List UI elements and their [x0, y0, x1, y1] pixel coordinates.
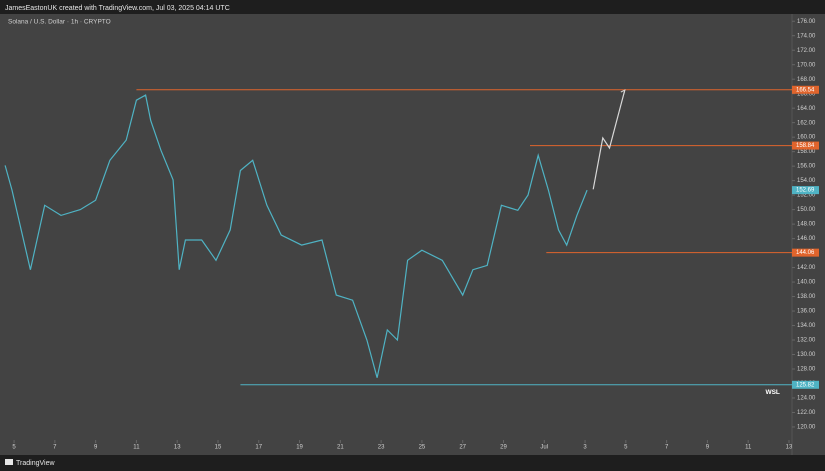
x-tick-label: 19 [296, 445, 303, 451]
projection-arrowhead [620, 89, 626, 95]
x-tick-label: 11 [133, 445, 140, 451]
y-tick-label: 142.00 [797, 265, 816, 271]
y-tick-label: 124.00 [797, 396, 816, 402]
x-tick-label: 27 [459, 445, 466, 451]
y-tick-label: 136.00 [797, 309, 816, 315]
footer-brand: TradingView [16, 460, 55, 467]
y-tick-label: 138.00 [797, 294, 816, 300]
y-tick-label: 176.00 [797, 19, 816, 25]
y-tick-label: 162.00 [797, 120, 816, 126]
y-tick-label: 150.00 [797, 207, 816, 213]
y-tick-label: 156.00 [797, 164, 816, 170]
x-tick-label: 17 [255, 445, 262, 451]
y-tick-label: 158.00 [797, 149, 816, 155]
y-tick-label: 130.00 [797, 352, 816, 358]
x-tick-label: 9 [94, 445, 98, 451]
y-tick-label: 168.00 [797, 77, 816, 83]
y-tick-label: 172.00 [797, 48, 816, 54]
x-tick-label: 7 [665, 445, 669, 451]
attribution: JamesEastonUK created with TradingView.c… [5, 5, 230, 12]
y-tick-label: 170.00 [797, 62, 816, 68]
y-tick-label: 128.00 [797, 367, 816, 373]
y-tick-label: 148.00 [797, 222, 816, 228]
last-price-label: 152.69 [796, 188, 815, 194]
y-tick-label: 122.00 [797, 410, 816, 416]
y-tick-label: 152.00 [797, 193, 816, 199]
y-tick-label: 154.00 [797, 178, 816, 184]
y-tick-label: 146.00 [797, 236, 816, 242]
y-tick-label: 134.00 [797, 323, 816, 329]
symbol-title: Solana / U.S. Dollar · 1h · CRYPTO [8, 19, 111, 26]
x-tick-label: 13 [786, 445, 793, 451]
price-line [4, 94, 588, 378]
y-tick-label: 164.00 [797, 106, 816, 112]
x-tick-label: 29 [500, 445, 507, 451]
x-tick-label: 9 [706, 445, 710, 451]
logo [5, 459, 13, 465]
level-tag [792, 248, 819, 257]
plot-background [0, 14, 825, 455]
level-tag [792, 380, 819, 389]
last-price-tag [792, 186, 819, 195]
level-tag [792, 141, 819, 150]
x-tick-label: 25 [419, 445, 426, 451]
x-tick-label: 13 [174, 445, 181, 451]
y-tick-label: 132.00 [797, 338, 816, 344]
y-tick-label: 140.00 [797, 280, 816, 286]
annotation: WSL [765, 389, 779, 396]
y-tick-label: 166.00 [797, 91, 816, 97]
level-label: 158.84 [796, 143, 815, 149]
y-tick-label: 160.00 [797, 135, 816, 141]
level-tag [792, 85, 819, 94]
x-tick-label: Jul [540, 445, 548, 451]
x-tick-label: 7 [53, 445, 57, 451]
y-tick-label: 120.00 [797, 425, 816, 431]
x-tick-label: 23 [378, 445, 385, 451]
x-tick-label: 11 [745, 445, 752, 451]
level-label: 166.54 [796, 87, 815, 93]
level-label: 125.82 [796, 382, 815, 388]
x-tick-label: 3 [583, 445, 587, 451]
x-tick-label: 5 [12, 445, 16, 451]
x-tick-label: 15 [215, 445, 222, 451]
x-tick-label: 5 [624, 445, 628, 451]
x-tick-label: 21 [337, 445, 344, 451]
y-tick-label: 174.00 [797, 33, 816, 39]
level-label: 144.06 [796, 250, 815, 256]
projection-line [592, 89, 626, 190]
